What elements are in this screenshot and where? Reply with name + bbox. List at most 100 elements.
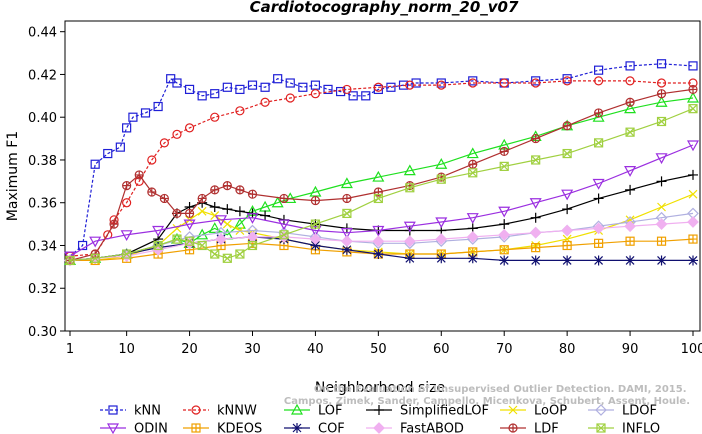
legend-marker-simplifiedlof bbox=[374, 405, 384, 415]
data-point-knn bbox=[361, 91, 371, 101]
data-point-kdeos bbox=[657, 237, 666, 246]
data-point-inflo bbox=[373, 193, 383, 204]
series-line-simplifiedlof bbox=[69, 174, 694, 261]
data-point-odin bbox=[372, 225, 385, 237]
y-tick-label: 0.32 bbox=[28, 282, 57, 297]
data-point-ldf bbox=[185, 209, 194, 218]
data-point-simplifiedlof bbox=[222, 204, 233, 215]
data-point-odin bbox=[403, 221, 416, 233]
data-point-kdeos bbox=[531, 243, 540, 252]
data-point-knn bbox=[140, 108, 151, 118]
data-point-knnw bbox=[342, 84, 352, 95]
data-point-knn bbox=[260, 82, 270, 92]
data-point-simplifiedlof bbox=[656, 176, 667, 187]
data-point-inflo bbox=[172, 234, 182, 244]
data-point-knn bbox=[285, 78, 295, 88]
data-point-knn bbox=[235, 84, 245, 95]
legend-label-kdeos: KDEOS bbox=[217, 422, 262, 434]
series-odin bbox=[63, 140, 700, 263]
data-point-odin bbox=[183, 219, 196, 231]
y-tick-label: 0.40 bbox=[28, 111, 57, 126]
data-point-knn bbox=[247, 80, 258, 90]
data-point-inflo bbox=[310, 219, 320, 229]
data-point-lof bbox=[340, 177, 353, 189]
x-tick-label: 60 bbox=[433, 342, 450, 357]
data-point-knnw bbox=[499, 78, 509, 88]
legend-marker-ldof bbox=[595, 404, 607, 416]
data-point-inflo bbox=[342, 208, 352, 219]
data-point-odin bbox=[246, 213, 259, 224]
data-point-inflo bbox=[342, 208, 352, 218]
data-point-simplifiedlof bbox=[234, 206, 245, 217]
x-axis-title: Neighborhood size bbox=[315, 380, 445, 396]
data-point-kdeos bbox=[689, 235, 697, 244]
data-point-odin bbox=[686, 140, 700, 152]
data-point-knnw bbox=[122, 198, 132, 208]
data-point-inflo bbox=[65, 256, 75, 265]
data-point-ldf bbox=[689, 85, 697, 94]
data-point-simplifiedlof bbox=[625, 184, 636, 195]
data-point-inflo bbox=[625, 127, 635, 137]
y-tick-label: 0.36 bbox=[28, 197, 57, 212]
data-point-ldf bbox=[223, 181, 232, 190]
data-point-inflo bbox=[436, 174, 446, 184]
x-tick-label: 90 bbox=[622, 342, 639, 357]
data-point-odin bbox=[592, 178, 605, 190]
data-point-cof bbox=[625, 255, 636, 266]
data-point-odin bbox=[624, 166, 637, 177]
legend-item-kdeos: KDEOS bbox=[183, 422, 262, 434]
data-point-inflo bbox=[468, 168, 478, 178]
data-point-inflo bbox=[210, 249, 220, 259]
data-point-knnw bbox=[625, 76, 635, 86]
legend-label-fastabod: FastABOD bbox=[400, 422, 464, 434]
legend-item-odin: ODIN bbox=[100, 422, 168, 434]
data-point-cof bbox=[530, 255, 541, 266]
data-point-knn bbox=[184, 84, 195, 95]
data-point-knn bbox=[172, 78, 182, 88]
data-point-knnw bbox=[436, 80, 446, 90]
legend-item-lof: LOF bbox=[284, 404, 343, 419]
data-point-lof bbox=[624, 102, 637, 114]
data-point-knn bbox=[115, 142, 125, 152]
data-point-inflo bbox=[625, 127, 635, 137]
data-point-inflo bbox=[499, 161, 509, 171]
data-point-inflo bbox=[279, 230, 289, 240]
legend-marker-fastabod bbox=[373, 422, 385, 434]
legend-label-ldf: LDF bbox=[534, 422, 559, 434]
data-point-ldf bbox=[626, 98, 635, 107]
legend-item-ldof: LDOF bbox=[588, 404, 657, 419]
legend-label-knnw: kNNW bbox=[217, 404, 257, 419]
data-point-knn bbox=[625, 61, 635, 71]
data-point-simplifiedlof bbox=[562, 204, 573, 215]
data-point-kdeos bbox=[594, 239, 603, 248]
data-point-cof bbox=[562, 255, 573, 266]
series-line-knnw bbox=[69, 80, 693, 257]
data-point-cof bbox=[373, 249, 384, 260]
plot-border bbox=[64, 20, 701, 332]
axis-ticks: 0.30 0.32 0.34 0.36 0.38 0.40 0.42 0.44 1 10 20 30 4… bbox=[28, 26, 702, 357]
legend-marker-lof bbox=[290, 403, 304, 415]
data-point-odin bbox=[89, 236, 102, 248]
data-point-inflo bbox=[197, 241, 207, 250]
data-point-odin bbox=[561, 189, 574, 201]
x-tick-label: 1 bbox=[66, 342, 74, 357]
data-point-inflo bbox=[373, 194, 383, 203]
data-point-ldf bbox=[531, 134, 540, 143]
data-point-ldf bbox=[468, 160, 477, 169]
data-point-odin bbox=[655, 153, 668, 165]
x-tick-label: 100 bbox=[681, 342, 702, 357]
legend: kNN kNNW LOF SimplifiedLOF LoOP LDOF ODIN KDEOS… bbox=[100, 404, 660, 434]
data-point-lof bbox=[372, 170, 385, 182]
data-point-inflo bbox=[153, 241, 163, 250]
data-point-ldf bbox=[342, 194, 351, 203]
data-point-kdeos bbox=[563, 241, 572, 250]
data-point-inflo bbox=[531, 155, 541, 165]
chart-title: Cardiotocography_norm_20_v07 bbox=[250, 0, 519, 16]
data-point-knn bbox=[90, 159, 100, 169]
legend-label-simplifiedlof: SimplifiedLOF bbox=[400, 404, 489, 419]
data-point-inflo bbox=[688, 104, 698, 114]
series-line-ldf bbox=[69, 88, 694, 261]
legend-item-fastabod: FastABOD bbox=[366, 422, 464, 434]
data-point-ldf bbox=[279, 194, 288, 203]
data-point-fastabod bbox=[498, 228, 511, 241]
